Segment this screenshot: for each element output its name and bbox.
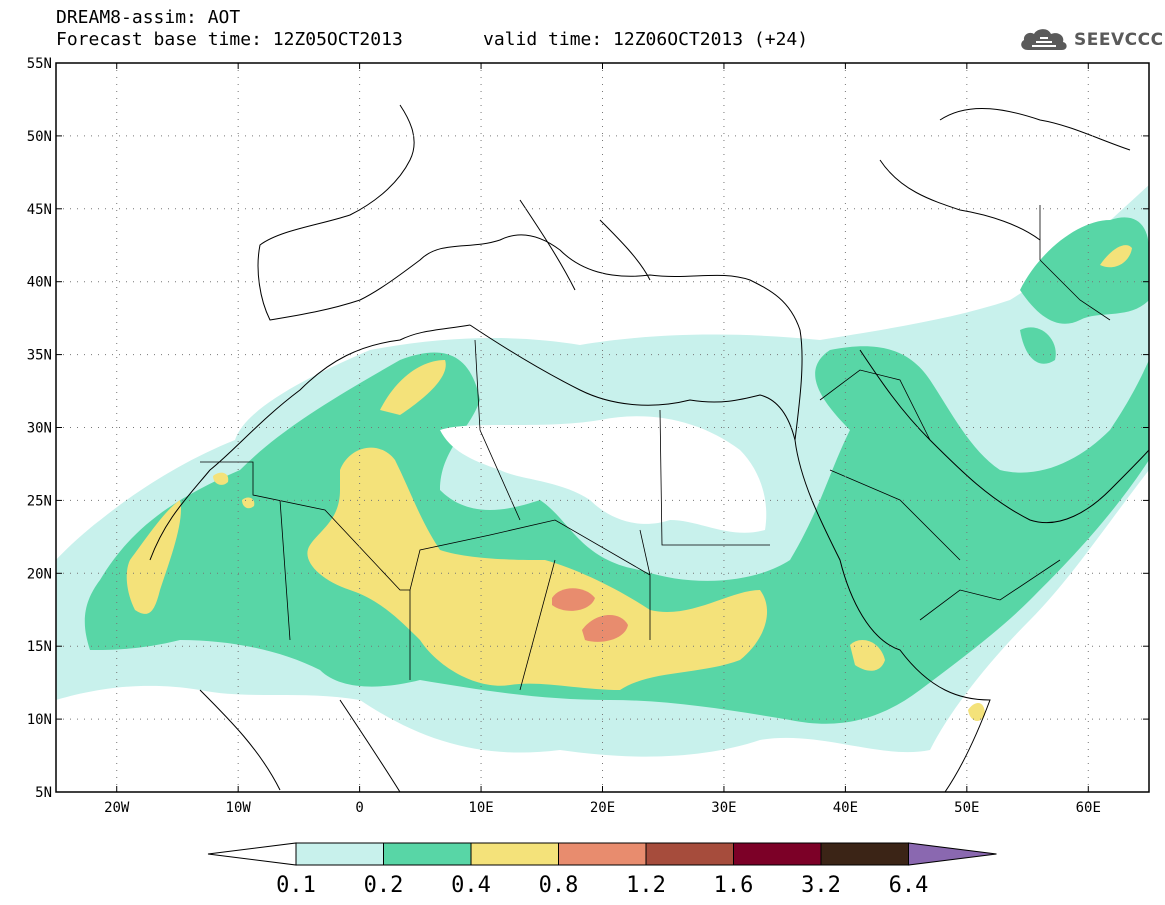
lat-tick-label: 25N <box>27 493 52 509</box>
lat-tick-label: 40N <box>27 275 52 291</box>
lat-tick-label: 10N <box>27 712 52 728</box>
aot-band-0.4-west <box>126 500 181 614</box>
aot-band-0.4-ethiopia <box>850 640 885 671</box>
lon-tick-label: 40E <box>833 800 858 816</box>
lat-tick-label: 20N <box>27 566 52 582</box>
aot-band-0.4-algeria <box>380 360 446 415</box>
colorbar-label: 6.4 <box>889 873 929 898</box>
lon-tick-label: 30E <box>711 800 736 816</box>
aot-band-0.8-a <box>552 588 595 611</box>
aot-band-0.4-somalia <box>968 703 985 722</box>
map-title: DREAM8-assim: AOT <box>56 7 241 28</box>
colorbar-box <box>558 842 647 866</box>
coastlines <box>149 104 1149 792</box>
colorbar-label: 1.2 <box>626 873 666 898</box>
lon-tick-label: 0 <box>355 800 363 816</box>
colorbar-label: 0.8 <box>539 873 579 898</box>
colorbar-label: 0.1 <box>276 873 316 898</box>
forecast-base-time: Forecast base time: 12Z05OCT2013 <box>56 29 403 50</box>
logo-text: SEEVCCC <box>1074 30 1164 50</box>
colorbar-low-triangle <box>207 842 297 866</box>
lon-tick-label: 10E <box>468 800 493 816</box>
aot-band-0.1-tip <box>56 520 100 600</box>
aot-field <box>56 104 1149 792</box>
lon-tick-label: 20E <box>590 800 615 816</box>
colorbar: 0.1 0.2 0.4 0.8 1.2 1.6 3.2 6.4 <box>207 842 997 898</box>
lat-tick-label: 5N <box>35 785 52 801</box>
lat-tick-label: 15N <box>27 639 52 655</box>
lon-tick-label: 50E <box>954 800 979 816</box>
seevccc-logo: SEEVCCC <box>1018 24 1164 56</box>
aot-band-0.2 <box>84 346 1149 724</box>
cloud-icon <box>1021 29 1067 50</box>
colorbar-high-triangle <box>908 842 997 866</box>
aot-band-0.4-sahara <box>307 447 768 690</box>
lat-axis: 5N 10N 15N 20N 25N 30N 35N 40N 45N 50N 55N <box>27 56 1149 801</box>
colorbar-box <box>383 842 472 866</box>
colorbar-box <box>470 842 559 866</box>
colorbar-box <box>820 842 909 866</box>
aot-band-0.4-small1 <box>213 472 229 485</box>
aot-band-0.4-caspian <box>1100 245 1132 268</box>
lat-tick-label: 30N <box>27 421 52 437</box>
lon-tick-label: 10W <box>226 800 252 816</box>
lon-axis: 20W 10W 0 10E 20E 30E 40E 50E 60E <box>104 63 1101 816</box>
country-borders <box>200 205 1111 691</box>
lat-tick-label: 35N <box>27 348 52 364</box>
grid-lines <box>56 63 1149 792</box>
colorbar-label: 3.2 <box>801 873 841 898</box>
colorbar-box <box>645 842 734 866</box>
valid-time: valid time: 12Z06OCT2013 (+24) <box>483 29 809 50</box>
aot-band-0.2-caspian <box>1020 217 1149 324</box>
colorbar-box <box>733 842 822 866</box>
lon-tick-label: 60E <box>1076 800 1101 816</box>
aot-band-0.8-b <box>582 614 628 642</box>
colorbar-box <box>295 842 384 866</box>
colorbar-label: 0.4 <box>451 873 491 898</box>
colorbar-label: 1.6 <box>714 873 754 898</box>
lon-tick-label: 20W <box>104 800 130 816</box>
colorbar-label: 0.2 <box>364 873 404 898</box>
clear-region-europe <box>440 416 767 533</box>
lat-tick-label: 45N <box>27 202 52 218</box>
lat-tick-label: 50N <box>27 129 52 145</box>
aot-band-0.2-iran <box>1020 327 1056 364</box>
lat-tick-label: 55N <box>27 56 52 72</box>
